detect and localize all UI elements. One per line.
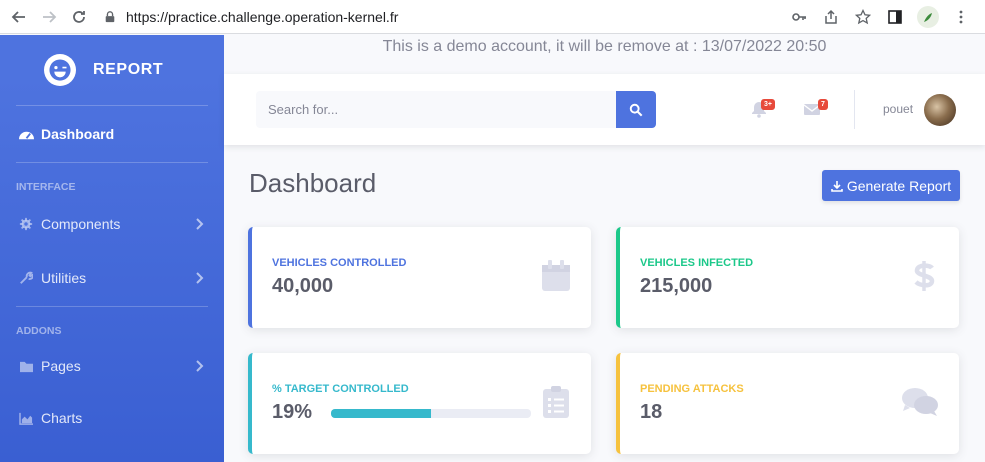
card-target-controlled: % TARGET CONTROLLED 19% bbox=[248, 353, 591, 454]
sidebar-item-charts[interactable]: Charts bbox=[0, 390, 224, 446]
sidebar-heading-addons: ADDONS bbox=[16, 325, 62, 337]
sidebar-item-components[interactable]: Components bbox=[0, 198, 224, 250]
card-label: VEHICLES INFECTED bbox=[640, 257, 754, 269]
sidebar-divider bbox=[16, 162, 208, 163]
sidebar-item-label: Utilities bbox=[41, 270, 87, 286]
download-icon bbox=[831, 180, 843, 192]
card-label: VEHICLES CONTROLLED bbox=[272, 257, 407, 269]
comments-icon bbox=[902, 388, 938, 416]
sidebar-item-label: Components bbox=[41, 216, 121, 232]
clipboard-list-icon bbox=[543, 386, 569, 418]
tachometer-icon bbox=[17, 126, 35, 142]
search-input[interactable] bbox=[256, 91, 616, 128]
gear-icon bbox=[17, 216, 35, 232]
card-value: 19% bbox=[272, 401, 313, 423]
reload-icon bbox=[73, 10, 85, 23]
chevron-right-icon bbox=[196, 218, 204, 230]
topbar-search bbox=[256, 91, 656, 128]
progress-bar bbox=[331, 409, 531, 418]
user-avatar[interactable] bbox=[924, 94, 956, 126]
calendar-icon bbox=[542, 260, 570, 291]
browser-toolbar: https://practice.challenge.operation-ker… bbox=[0, 0, 985, 34]
page-title: Dashboard bbox=[249, 168, 377, 198]
back-button[interactable] bbox=[8, 6, 30, 28]
chevron-right-icon bbox=[196, 360, 204, 372]
share-icon[interactable] bbox=[821, 7, 841, 27]
sidebar-item-label: Pages bbox=[41, 358, 81, 374]
laugh-wink-icon bbox=[44, 54, 76, 86]
forward-button[interactable] bbox=[38, 6, 60, 28]
sidebar-item-label: Charts bbox=[41, 410, 83, 426]
alerts-counter-badge: 3+ bbox=[761, 99, 775, 110]
card-pending-attacks: PENDING ATTACKS 18 bbox=[616, 353, 959, 454]
card-vehicles-controlled: VEHICLES CONTROLLED 40,000 bbox=[248, 227, 591, 328]
progress-bar-fill bbox=[331, 409, 431, 418]
address-bar[interactable]: https://practice.challenge.operation-ker… bbox=[126, 8, 399, 25]
sidebar-item-utilities[interactable]: Utilities bbox=[0, 250, 224, 306]
card-label: % TARGET CONTROLLED bbox=[272, 383, 409, 395]
brand-name: REPORT bbox=[93, 61, 164, 78]
generate-report-label: Generate Report bbox=[846, 177, 952, 194]
dollar-icon bbox=[914, 261, 935, 291]
more-menu-icon[interactable] bbox=[951, 7, 971, 27]
topbar-divider bbox=[854, 90, 855, 129]
sidebar-divider bbox=[16, 306, 208, 307]
sidebar: REPORT Dashboard INTERFACE Components Ut… bbox=[0, 35, 224, 462]
sidebar-item-pages[interactable]: Pages bbox=[0, 342, 224, 390]
sidebar-heading-interface: INTERFACE bbox=[16, 181, 76, 193]
card-vehicles-infected: VEHICLES INFECTED 215,000 bbox=[616, 227, 959, 328]
side-panel-icon[interactable] bbox=[885, 7, 905, 27]
folder-icon bbox=[17, 358, 35, 374]
search-icon bbox=[629, 103, 643, 116]
sidebar-item-dashboard[interactable]: Dashboard bbox=[0, 106, 224, 162]
sidebar-divider bbox=[16, 105, 208, 106]
envelope-icon[interactable] bbox=[803, 101, 821, 117]
user-name[interactable]: pouet bbox=[883, 102, 914, 116]
key-icon[interactable] bbox=[789, 7, 809, 27]
generate-report-button[interactable]: Generate Report bbox=[822, 170, 960, 201]
chart-area-icon bbox=[17, 410, 35, 426]
card-value: 18 bbox=[640, 401, 663, 423]
messages-counter-badge: 7 bbox=[818, 99, 828, 110]
arrow-right-icon bbox=[43, 10, 57, 23]
reload-button[interactable] bbox=[68, 6, 90, 28]
sidebar-brand[interactable]: REPORT bbox=[0, 35, 224, 105]
sidebar-item-label: Dashboard bbox=[41, 126, 115, 142]
search-button[interactable] bbox=[616, 91, 656, 128]
lock-icon[interactable] bbox=[104, 10, 118, 24]
demo-account-notice: This is a demo account, it will be remov… bbox=[382, 38, 827, 55]
wrench-icon bbox=[17, 270, 35, 286]
profile-avatar-icon[interactable] bbox=[917, 6, 939, 28]
chevron-right-icon bbox=[196, 272, 204, 284]
topbar: 3+ 7 pouet bbox=[224, 74, 985, 145]
star-icon[interactable] bbox=[853, 7, 873, 27]
card-value: 40,000 bbox=[272, 275, 334, 297]
card-value: 215,000 bbox=[640, 275, 713, 297]
arrow-left-icon bbox=[11, 10, 25, 23]
card-label: PENDING ATTACKS bbox=[640, 383, 744, 395]
